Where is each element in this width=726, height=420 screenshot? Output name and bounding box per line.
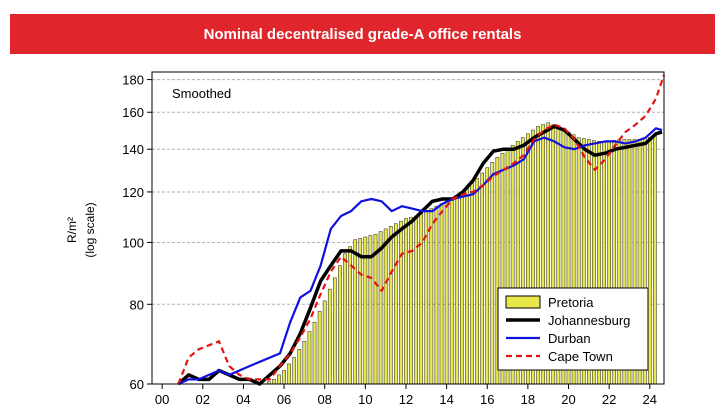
chart-title: Nominal decentralised grade-A office ren… — [10, 14, 715, 54]
x-tick-label: 22 — [602, 392, 616, 407]
legend-label: Pretoria — [548, 295, 594, 310]
x-tick-label: 18 — [521, 392, 535, 407]
bar — [388, 226, 393, 385]
bar — [475, 178, 479, 385]
bar — [338, 265, 342, 385]
bar — [282, 370, 286, 385]
y-axis-label: R/m² — [65, 217, 79, 243]
bar — [358, 238, 363, 385]
x-tick-label: 08 — [317, 392, 331, 407]
bar — [297, 349, 302, 385]
legend-label: Johannesburg — [548, 313, 630, 328]
bar — [480, 172, 484, 385]
bar — [307, 331, 312, 385]
bar — [465, 187, 469, 385]
x-tick-label: 16 — [480, 392, 494, 407]
bar — [333, 277, 337, 385]
x-tick-label: 12 — [399, 392, 413, 407]
bar — [292, 357, 297, 385]
smoothed-annotation: Smoothed — [172, 86, 231, 101]
x-axis: 00 02 04 06 08 10 12 14 16 18 20 22 24 — [155, 384, 657, 407]
bar — [348, 246, 352, 385]
legend-label: Durban — [548, 331, 591, 346]
bar — [485, 167, 490, 385]
x-tick-label: 00 — [155, 392, 169, 407]
bar — [419, 213, 424, 385]
legend-label: Cape Town — [548, 349, 613, 364]
bar — [449, 198, 454, 385]
x-tick-label: 24 — [643, 392, 657, 407]
bar — [363, 236, 368, 385]
bar — [399, 220, 403, 385]
series-line-cape-town — [177, 74, 666, 385]
bar-series-pretoria — [267, 122, 657, 385]
x-tick-label: 04 — [236, 392, 250, 407]
plot-frame — [151, 71, 665, 385]
bar — [378, 231, 383, 385]
bar — [373, 234, 378, 385]
series-line-durban — [177, 127, 663, 386]
bar — [429, 208, 434, 385]
bar — [343, 253, 347, 385]
x-tick-label: 06 — [277, 392, 291, 407]
bar — [444, 201, 449, 385]
bar — [647, 137, 652, 385]
bar — [322, 300, 327, 385]
bar — [490, 162, 495, 385]
y-tick-label: 80 — [130, 297, 144, 312]
y-tick-label: 180 — [122, 73, 144, 88]
bar — [312, 321, 317, 385]
legend-swatch — [505, 295, 541, 309]
bar — [277, 374, 281, 385]
y-axis: 60 80 100 120 140 160 180 — [122, 73, 152, 392]
x-tick-label: 20 — [561, 392, 575, 407]
bar — [353, 239, 357, 385]
y-tick-label: 100 — [122, 235, 144, 250]
bar — [404, 218, 408, 385]
bar — [317, 311, 322, 385]
y-tick-label: 120 — [122, 185, 144, 200]
bar — [383, 228, 388, 385]
bar — [302, 341, 307, 385]
bar — [414, 215, 418, 385]
bar — [470, 182, 474, 385]
y-tick-label: 140 — [122, 142, 144, 157]
bar — [653, 134, 657, 385]
bar — [439, 203, 444, 385]
bar — [434, 205, 439, 385]
y-axis-scale-note: (log scale) — [83, 202, 97, 257]
x-tick-label: 02 — [196, 392, 210, 407]
bar — [460, 191, 464, 385]
y-tick-label: 60 — [130, 377, 144, 392]
x-tick-label: 14 — [439, 392, 453, 407]
x-tick-label: 10 — [358, 392, 372, 407]
bar — [454, 196, 459, 385]
y-tick-label: 160 — [122, 105, 144, 120]
bar — [287, 363, 291, 385]
bar — [393, 223, 398, 385]
bar — [272, 379, 276, 385]
bar — [327, 288, 332, 385]
bar — [409, 217, 413, 385]
legend: Pretoria Johannesburg Durban Cape Town — [497, 287, 649, 371]
